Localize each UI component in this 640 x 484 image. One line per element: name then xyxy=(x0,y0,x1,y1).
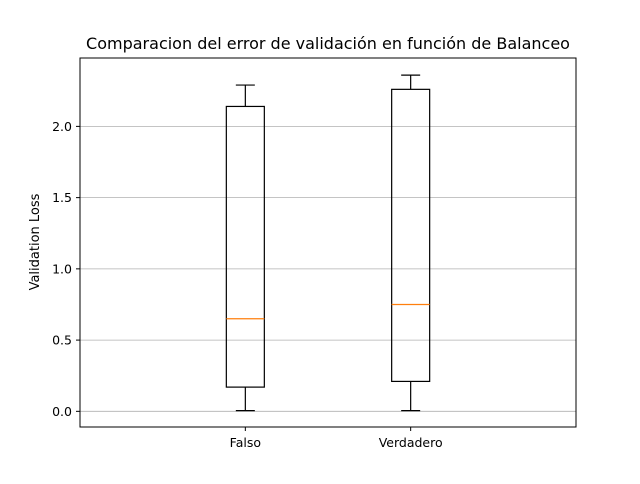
chart-title: Comparacion del error de validación en f… xyxy=(86,34,570,53)
x-tick-label: Verdadero xyxy=(379,435,443,450)
iqr-box xyxy=(391,88,431,383)
y-tick-label: 0.0 xyxy=(52,404,72,419)
y-tick-label: 0.5 xyxy=(52,333,72,348)
grid-lines xyxy=(80,125,576,412)
iqr-box xyxy=(225,105,265,388)
y-axis-label: Validation Loss xyxy=(28,193,43,290)
y-tick-label: 1.5 xyxy=(52,190,72,205)
y-ticks: 0.0 0.5 1.0 1.5 2.0 xyxy=(52,119,80,419)
box-falso xyxy=(225,84,265,412)
plot-frame xyxy=(79,57,577,428)
x-ticks: Falso Verdadero xyxy=(230,427,443,450)
boxes xyxy=(225,74,431,412)
y-tick-label: 1.0 xyxy=(52,261,72,276)
box-verdadero xyxy=(391,74,431,412)
x-tick-label: Falso xyxy=(230,435,261,450)
y-tick-label: 2.0 xyxy=(52,119,72,134)
